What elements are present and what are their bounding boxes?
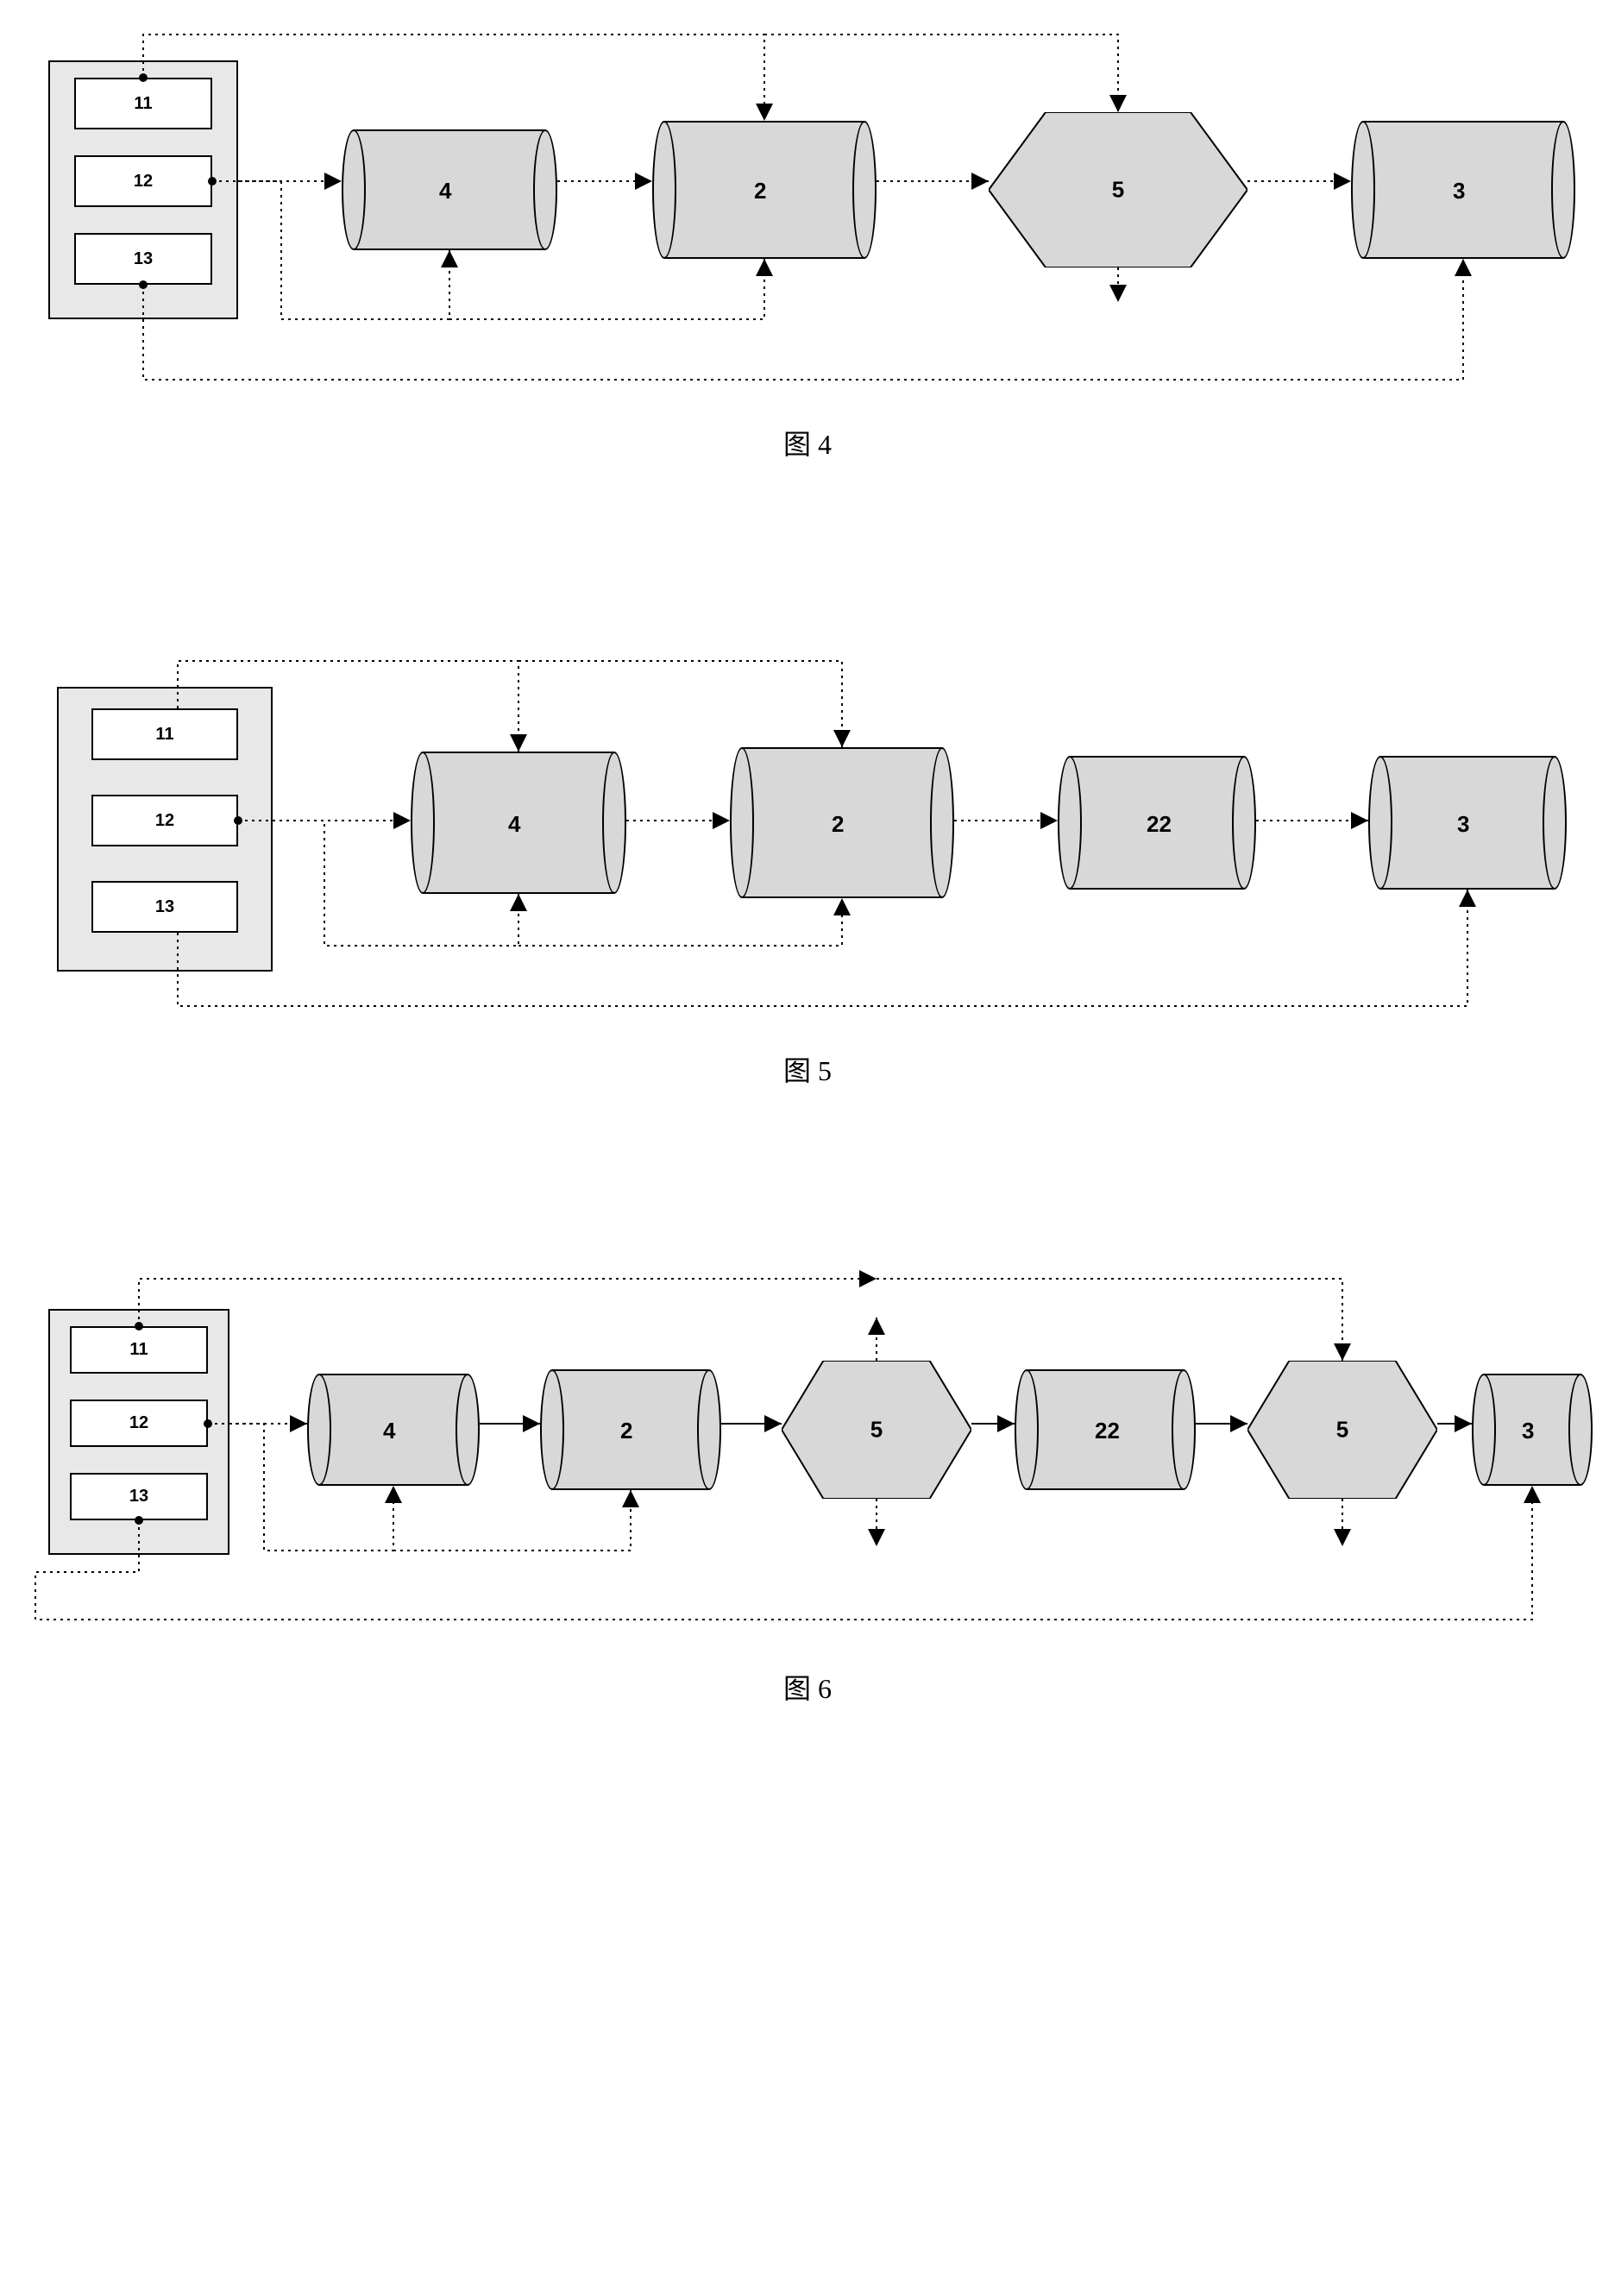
cylinder-22: 22 — [1058, 756, 1256, 890]
input-item-12: 12 — [91, 795, 238, 846]
fig5: 111213 42223 — [22, 635, 1593, 1015]
cylinder-4: 4 — [342, 129, 557, 250]
cylinder-label: 2 — [620, 1418, 632, 1444]
cylinder-label: 3 — [1453, 178, 1465, 204]
input-item-11: 11 — [74, 78, 212, 129]
cylinder-2: 2 — [730, 747, 954, 898]
junction-dot — [135, 1516, 143, 1525]
input-item-13: 13 — [70, 1473, 208, 1520]
cylinder-label: 3 — [1457, 811, 1469, 838]
hex-label: 5 — [1112, 177, 1124, 204]
cylinder-label: 3 — [1522, 1418, 1534, 1444]
figure-caption: 图 5 — [17, 1049, 1598, 1089]
cylinder-3: 3 — [1351, 121, 1575, 259]
cylinder-label: 2 — [832, 811, 844, 838]
input-item-12: 12 — [70, 1400, 208, 1447]
figure-caption: 图 4 — [17, 423, 1598, 462]
fig4: 11 12 13 4 2 3 5 — [22, 17, 1593, 388]
junction-dot — [234, 816, 242, 825]
junction-dot — [139, 73, 148, 82]
junction-dot — [135, 1322, 143, 1330]
cylinder-label: 4 — [383, 1418, 395, 1444]
hexagon-5: 5 — [782, 1361, 971, 1499]
cylinder-4: 4 — [411, 752, 626, 894]
junction-dot — [208, 177, 217, 186]
cylinder-label: 4 — [439, 178, 451, 204]
input-item-13: 13 — [74, 233, 212, 285]
cylinder-2: 2 — [652, 121, 877, 259]
junction-dot — [204, 1419, 212, 1428]
cylinder-4: 4 — [307, 1374, 480, 1486]
cylinder-label: 22 — [1095, 1418, 1120, 1444]
junction-dot — [139, 280, 148, 289]
cylinder-label: 22 — [1147, 811, 1172, 838]
hexagon-5: 5 — [1247, 1361, 1437, 1499]
figure-caption: 图 6 — [17, 1667, 1598, 1707]
hex-label: 5 — [1336, 1417, 1348, 1444]
cylinder-2: 2 — [540, 1369, 721, 1490]
fig6: 111213 4222355 — [22, 1261, 1593, 1632]
cylinder-3: 3 — [1472, 1374, 1593, 1486]
input-item-12: 12 — [74, 155, 212, 207]
hex-label: 5 — [870, 1417, 883, 1444]
cylinder-22: 22 — [1015, 1369, 1196, 1490]
input-item-13: 13 — [91, 881, 238, 933]
input-item-11: 11 — [70, 1326, 208, 1374]
cylinder-label: 4 — [508, 811, 520, 838]
cylinder-3: 3 — [1368, 756, 1567, 890]
cylinder-label: 2 — [754, 178, 766, 204]
hexagon-5: 5 — [989, 112, 1247, 267]
input-item-11: 11 — [91, 708, 238, 760]
